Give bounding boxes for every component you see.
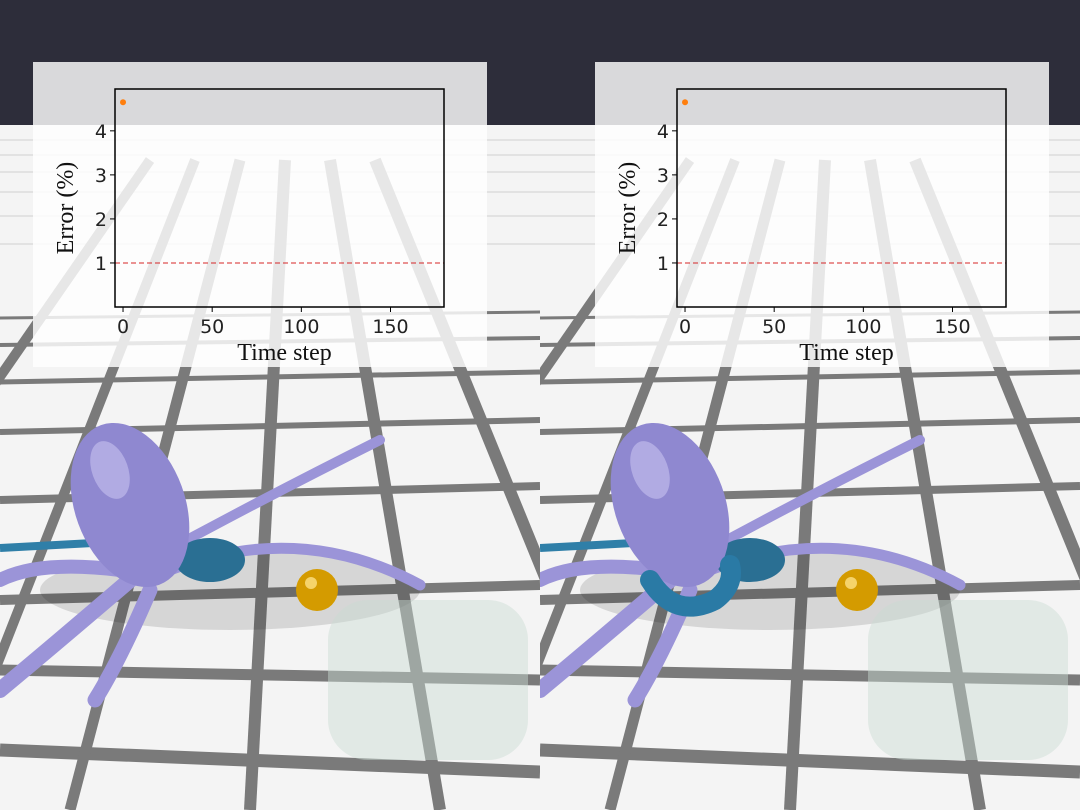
x-tick-label: 50	[200, 316, 224, 338]
y-tick-label: 4	[95, 121, 107, 143]
x-tick-label: 100	[283, 316, 319, 338]
y-tick-label: 4	[657, 121, 669, 143]
y-tick-label: 1	[657, 253, 669, 275]
y-tick-label: 3	[95, 165, 107, 187]
scene-right	[240, 0, 1080, 810]
chart: 1 2 3 4 0 50 100 150 Time step Error (%)	[33, 62, 487, 367]
chart: 1 2 3 4 0 50 100 150 Time step Error (%)	[595, 62, 1049, 367]
x-tick-label: 100	[845, 316, 881, 338]
y-tick-label: 2	[657, 209, 669, 231]
y-tick-label: 2	[95, 209, 107, 231]
x-tick-label: 150	[372, 316, 408, 338]
y-axis-label: Error (%)	[53, 162, 79, 255]
data-point	[120, 99, 127, 106]
y-tick-label: 1	[95, 253, 107, 275]
charts: 1 2 3 4 0 50 100 150 Time step Error (%) 1 2 3 4 0 50 10…	[33, 62, 1049, 367]
plot-frame	[676, 88, 1007, 308]
x-tick-label: 0	[679, 316, 691, 338]
data-point	[682, 99, 689, 106]
chart-panel	[33, 62, 487, 367]
y-axis-label: Error (%)	[615, 162, 641, 255]
x-axis-label: Time step	[237, 340, 331, 366]
chart-panel	[595, 62, 1049, 367]
y-tick-label: 3	[657, 165, 669, 187]
x-tick-label: 150	[934, 316, 970, 338]
x-tick-label: 50	[762, 316, 786, 338]
x-axis-label: Time step	[799, 340, 893, 366]
x-tick-label: 0	[117, 316, 129, 338]
plot-frame	[114, 88, 445, 308]
